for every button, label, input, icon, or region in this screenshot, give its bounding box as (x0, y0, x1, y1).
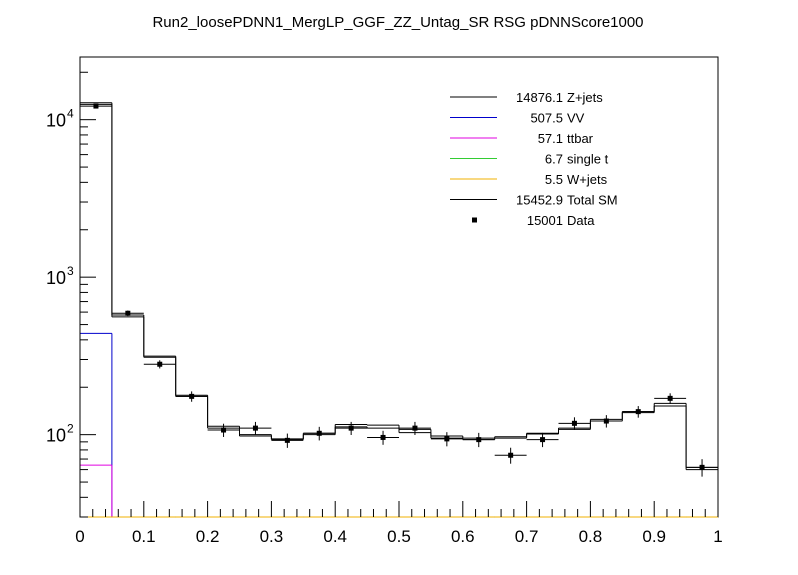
data-point (189, 393, 195, 399)
data-point (667, 395, 673, 401)
y-tick-label: 10 (46, 111, 66, 131)
legend-total: 15452.9 (516, 193, 563, 208)
data-point (699, 464, 705, 470)
legend-total: 15001 (527, 213, 563, 228)
x-tick-label: 1 (713, 527, 722, 546)
x-tick-label: 0 (75, 527, 84, 546)
data-point (380, 434, 386, 440)
data-point (540, 437, 546, 443)
series-z-jets (79, 103, 719, 517)
x-tick-label: 0.1 (132, 527, 156, 546)
data-point (571, 420, 577, 426)
legend-label: W+jets (567, 172, 608, 187)
legend-label: Total SM (567, 193, 618, 208)
x-tick-label: 0.6 (451, 527, 475, 546)
x-tick-label: 0.2 (196, 527, 220, 546)
legend-label: Data (567, 213, 595, 228)
legend: 14876.1 Z+jets 507.5 VV 57.1 ttbar 6.7 single t… (450, 90, 618, 228)
legend-total: 57.1 (538, 131, 563, 146)
data-point (412, 425, 418, 431)
plot-frame (79, 56, 719, 518)
data-point (93, 103, 99, 109)
legend-total: 14876.1 (516, 90, 563, 105)
data-point (603, 418, 609, 424)
data-point (125, 310, 131, 316)
chart-title: Run2_loosePDNN1_MergLP_GGF_ZZ_Untag_SR R… (152, 14, 643, 31)
data-point (316, 430, 322, 436)
legend-total: 5.5 (545, 172, 563, 187)
data-point (444, 436, 450, 442)
y-tick-label: 10 (46, 268, 66, 288)
data-point (157, 361, 163, 367)
data-point (284, 437, 290, 443)
legend-label: VV (567, 111, 585, 126)
y-tick-label: 10 (46, 426, 66, 446)
legend-label: ttbar (567, 131, 594, 146)
y-tick-exponent: 3 (67, 264, 74, 278)
legend-total: 507.5 (530, 111, 563, 126)
data-point (508, 452, 514, 458)
x-tick-label: 0.5 (387, 527, 411, 546)
data-point (348, 425, 354, 431)
series-total-sm (79, 102, 719, 517)
data-point (221, 427, 227, 433)
legend-label: single t (567, 152, 609, 167)
series-data (80, 103, 718, 477)
data-point (476, 437, 482, 443)
legend-total: 6.7 (545, 152, 563, 167)
data-point (252, 425, 258, 431)
x-tick-label: 0.8 (579, 527, 603, 546)
legend-marker (472, 217, 477, 223)
x-tick-label: 0.7 (515, 527, 539, 546)
x-tick-label: 0.4 (323, 527, 347, 546)
x-tick-label: 0.9 (642, 527, 666, 546)
legend-label: Z+jets (567, 90, 603, 105)
y-tick-exponent: 4 (67, 107, 74, 121)
x-tick-label: 0.3 (260, 527, 284, 546)
y-tick-exponent: 2 (67, 422, 74, 436)
data-point (635, 409, 641, 415)
